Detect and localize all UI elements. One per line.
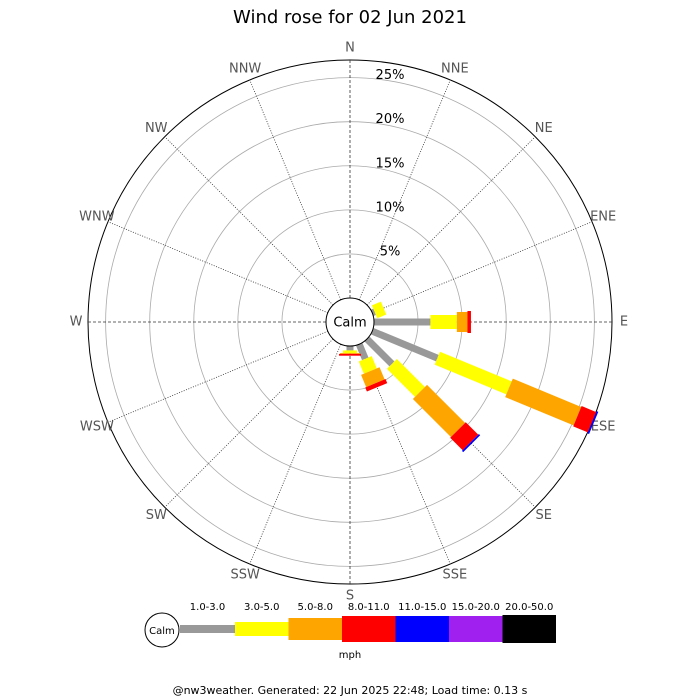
direction-label: WNW (79, 210, 115, 225)
calm-label: Calm (333, 316, 366, 331)
legend-swatch (235, 622, 289, 636)
direction-label: NE (535, 121, 553, 136)
spoke (366, 136, 536, 306)
wind-bar (339, 353, 361, 356)
legend-label: 3.0-5.0 (244, 602, 279, 613)
spoke (358, 344, 451, 565)
direction-label: NNW (229, 61, 261, 76)
spoke (249, 79, 342, 300)
wind-bar (365, 379, 388, 392)
direction-label: SSE (442, 568, 467, 583)
spoke (164, 338, 334, 508)
legend-label: 1.0-3.0 (190, 602, 225, 613)
wind-bar (371, 301, 387, 319)
spoke (358, 79, 451, 300)
direction-label: SSW (230, 568, 260, 583)
r-tick-label: 5% (380, 244, 401, 259)
direction-label: S (346, 589, 354, 604)
legend-swatch (288, 618, 342, 640)
legend-label: 11.0-15.0 (398, 602, 446, 613)
wind-bar (343, 350, 357, 354)
wind-bar (467, 311, 471, 333)
wind-bar (373, 318, 431, 326)
wind-bar (434, 351, 512, 395)
wind-bar (505, 378, 582, 426)
direction-label: SW (146, 508, 167, 523)
wind-bar (430, 315, 457, 329)
wind-bar (461, 433, 481, 453)
wind-bar (355, 342, 369, 361)
chart-title: Wind rose for 02 Jun 2021 (233, 7, 467, 28)
direction-label: W (70, 315, 83, 330)
direction-label: ENE (590, 210, 616, 225)
r-tick-label: 15% (376, 156, 405, 171)
spoke (107, 221, 328, 314)
wind-bar (364, 336, 395, 367)
direction-label: NNE (441, 61, 469, 76)
legend-calm (144, 612, 180, 648)
wind-bar (412, 384, 466, 438)
calm-circle (325, 297, 375, 347)
wind-bar (370, 327, 439, 362)
legend-label: 15.0-20.0 (452, 602, 500, 613)
legend-swatch (449, 616, 503, 642)
spoke (372, 221, 593, 314)
direction-label: E (620, 315, 628, 330)
legend-label: 5.0-8.0 (298, 602, 333, 613)
direction-label: WSW (80, 419, 114, 434)
footer: @nw3weather. Generated: 22 Jun 2025 22:4… (173, 684, 528, 697)
unit-label: mph (339, 650, 361, 661)
wind-bar (358, 356, 377, 374)
legend-swatch (502, 615, 556, 643)
wind-bar (456, 312, 468, 332)
direction-label: SE (536, 508, 552, 523)
legend-swatch (180, 625, 235, 633)
wind-bar (450, 422, 479, 451)
r-tick-label: 10% (376, 200, 405, 215)
wind-bar (587, 411, 599, 435)
wind-bar (361, 367, 385, 388)
wind-bar (573, 406, 597, 433)
spoke (107, 330, 328, 423)
legend-swatch (395, 616, 449, 642)
direction-label: NW (145, 121, 168, 136)
r-tick-label: 20% (376, 112, 405, 127)
wind-bar (346, 346, 354, 351)
direction-label: ESE (591, 419, 616, 434)
r-tick-label: 25% (376, 68, 405, 83)
legend-label: 20.0-50.0 (505, 602, 553, 613)
legend-swatch (342, 616, 396, 642)
wind-bar (386, 358, 425, 397)
legend-calm-label: Calm (149, 626, 175, 637)
spoke (164, 136, 334, 306)
wind-bar (340, 353, 360, 354)
legend-label: 8.0-11.0 (348, 602, 390, 613)
spoke (366, 338, 536, 508)
wind-bar (370, 308, 376, 317)
spoke (249, 344, 342, 565)
direction-label: N (345, 41, 355, 56)
